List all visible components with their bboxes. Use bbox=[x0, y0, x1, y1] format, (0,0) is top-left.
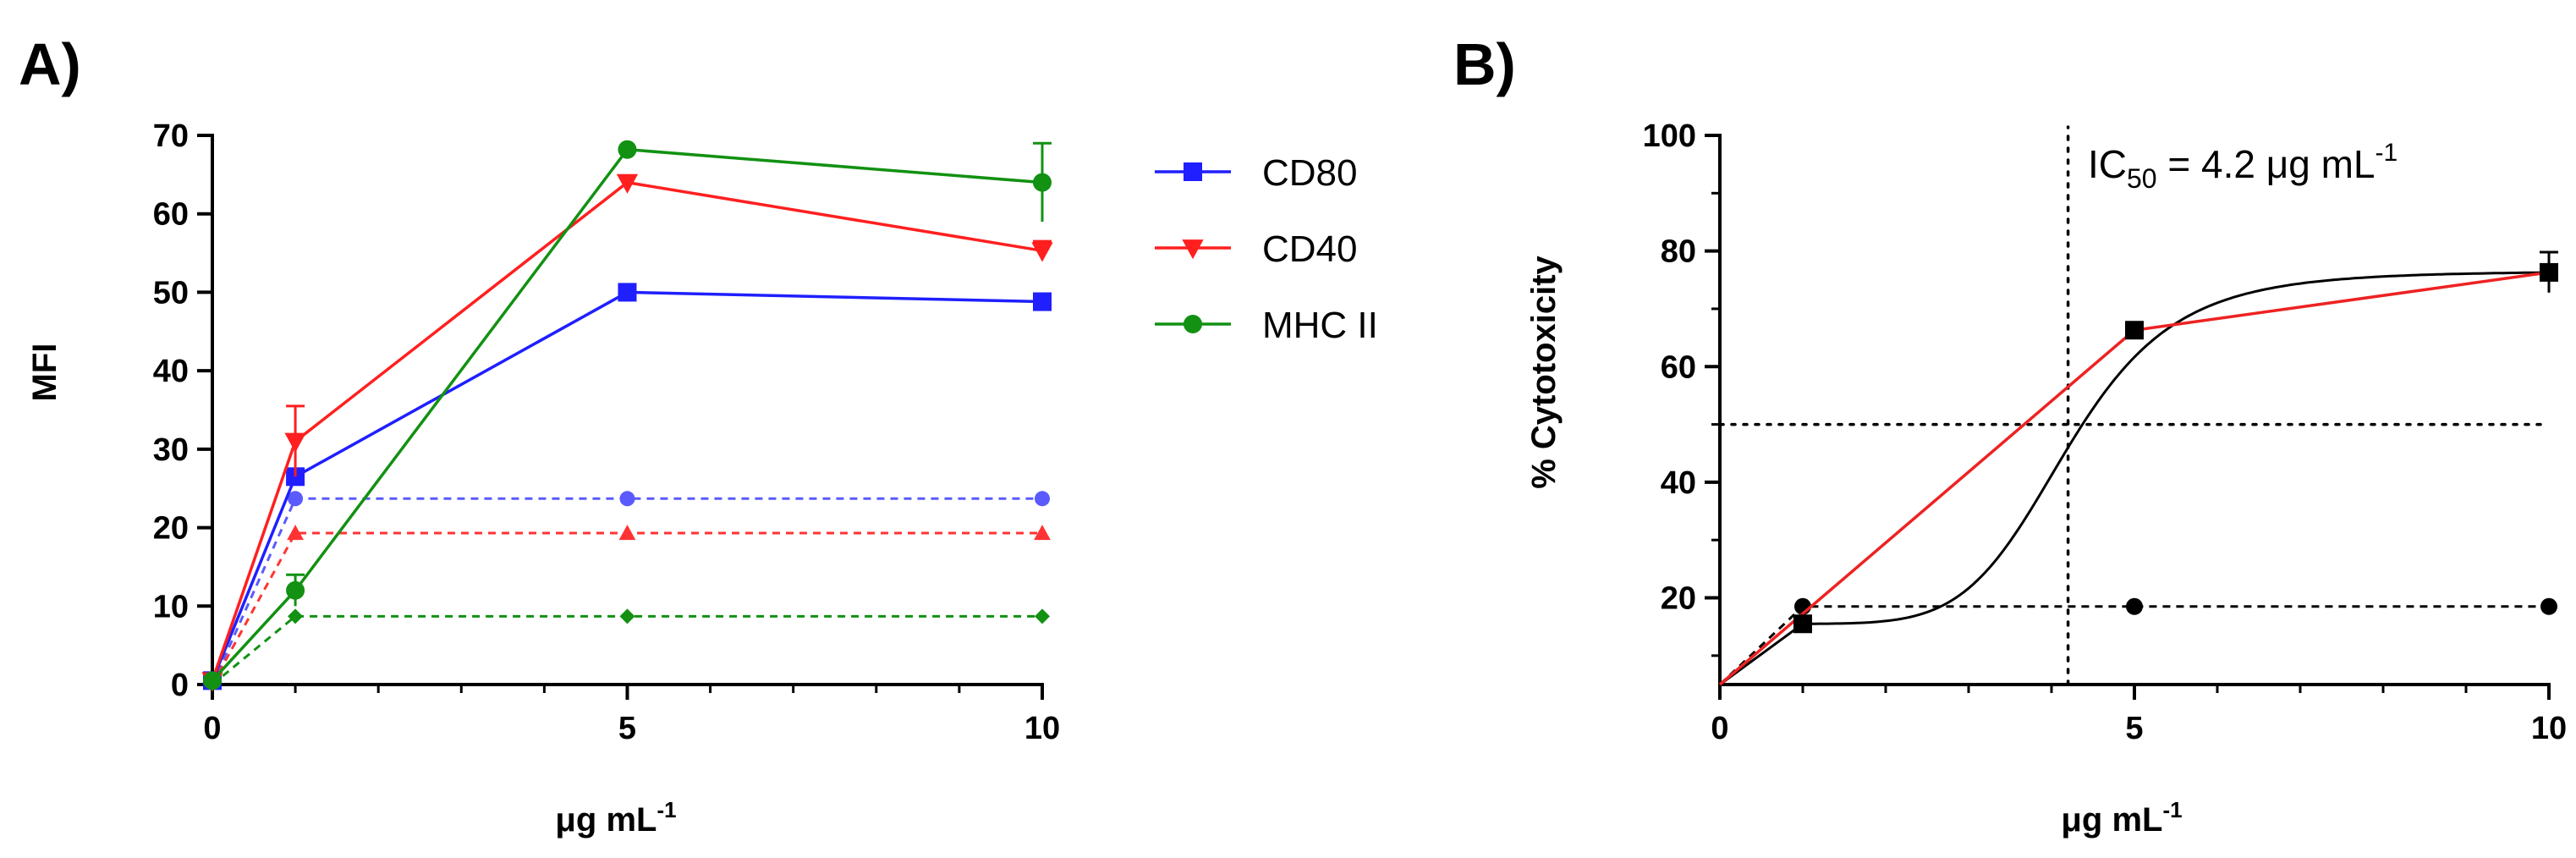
series-line-2 bbox=[211, 147, 1043, 682]
panel-a-label: A) bbox=[19, 31, 81, 97]
x-tick-label: 0 bbox=[203, 711, 221, 746]
panel-b-plot: 0 5 10 20 40 60 80 100 bbox=[1643, 118, 2568, 746]
y-tick-label: 70 bbox=[153, 118, 189, 154]
baseline-marker-2 bbox=[288, 608, 304, 624]
series-marker-2 bbox=[286, 580, 305, 600]
panel-a-xlabel: μg mL-1 bbox=[555, 797, 676, 839]
legend-marker-1 bbox=[1182, 239, 1204, 260]
baseline-marker-0 bbox=[619, 491, 635, 507]
y-tick-label: 30 bbox=[153, 432, 189, 468]
legend-label-1: CD40 bbox=[1262, 228, 1358, 270]
x-tick-label: 10 bbox=[2531, 711, 2567, 746]
baseline-marker-1 bbox=[287, 525, 304, 541]
baseline-marker-2 bbox=[619, 608, 635, 624]
series-marker-1 bbox=[284, 432, 306, 453]
y-tick-label: 50 bbox=[153, 275, 189, 311]
series-line-0 bbox=[211, 290, 1043, 682]
baseline-marker-0 bbox=[288, 491, 304, 507]
data-marker bbox=[2540, 262, 2558, 282]
panel-a-xlabel-sup: -1 bbox=[656, 797, 676, 822]
legend-label-0: CD80 bbox=[1262, 152, 1358, 194]
panel-b-label: B) bbox=[1453, 31, 1516, 97]
panel-a-ylabel: MFI bbox=[26, 344, 63, 402]
y-tick-label: 20 bbox=[1661, 581, 1696, 617]
y-tick-label: 100 bbox=[1643, 118, 1696, 154]
data-marker bbox=[2125, 321, 2144, 340]
baseline-marker bbox=[2126, 597, 2143, 615]
panel-b-xlabel-main: μg mL bbox=[2061, 801, 2162, 839]
series-marker-1 bbox=[1031, 242, 1053, 262]
x-tick-label: 5 bbox=[2125, 711, 2143, 746]
ic50-annotation-rest: = 4.2 μg mL bbox=[2157, 142, 2376, 186]
panel-a-legend: CD80 CD40 MHC II bbox=[1155, 152, 1378, 346]
ic50-annotation-sup: -1 bbox=[2376, 139, 2398, 167]
ic50-annotation: IC50 = 4.2 μg mL-1 bbox=[2088, 139, 2397, 194]
x-tick-label: 0 bbox=[1711, 711, 1728, 746]
legend-marker-2 bbox=[1184, 315, 1202, 333]
x-tick-label: 5 bbox=[618, 711, 636, 746]
baseline-line-2 bbox=[211, 614, 1042, 686]
panel-a-plot: 0 5 10 0 10 20 30 40 50 60 70 bbox=[153, 118, 1060, 746]
baseline-line-0 bbox=[211, 497, 1042, 685]
y-tick-label: 10 bbox=[153, 589, 189, 624]
series-marker-0 bbox=[618, 283, 637, 302]
y-tick-label: 0 bbox=[171, 668, 189, 703]
baseline-marker-1 bbox=[1034, 525, 1051, 541]
y-tick-label: 40 bbox=[1661, 465, 1696, 501]
panel-b-xlabel-sup: -1 bbox=[2162, 797, 2182, 822]
y-tick-label: 40 bbox=[153, 354, 189, 389]
panel-b-ylabel: % Cytotoxicity bbox=[1525, 255, 1563, 488]
legend-marker-0 bbox=[1184, 162, 1202, 181]
y-tick-label: 20 bbox=[153, 511, 189, 547]
panel-a-xlabel-main: μg mL bbox=[555, 801, 656, 839]
baseline-marker-2 bbox=[1035, 608, 1050, 624]
y-tick-label: 60 bbox=[153, 197, 189, 233]
series-marker-0 bbox=[1033, 292, 1052, 311]
baseline-marker-0 bbox=[1035, 491, 1050, 507]
y-tick-label: 60 bbox=[1661, 349, 1696, 385]
series-line-1 bbox=[211, 180, 1043, 681]
series-marker-2 bbox=[1033, 173, 1052, 192]
legend-label-2: MHC II bbox=[1262, 305, 1378, 346]
y-tick-label: 80 bbox=[1661, 234, 1696, 270]
baseline-line bbox=[1718, 605, 2549, 686]
x-tick-label: 10 bbox=[1024, 711, 1060, 746]
baseline-line-1 bbox=[211, 531, 1042, 685]
panel-b-xlabel: μg mL-1 bbox=[2061, 797, 2182, 839]
series-marker-2 bbox=[618, 140, 637, 159]
ic50-annotation-main: IC bbox=[2088, 142, 2127, 186]
ic50-annotation-sub: 50 bbox=[2127, 163, 2157, 194]
baseline-marker-1 bbox=[618, 525, 636, 541]
data-marker bbox=[1793, 614, 1812, 634]
series-marker-2 bbox=[203, 671, 222, 690]
series-marker-1 bbox=[616, 173, 639, 194]
baseline-marker bbox=[2540, 597, 2557, 615]
